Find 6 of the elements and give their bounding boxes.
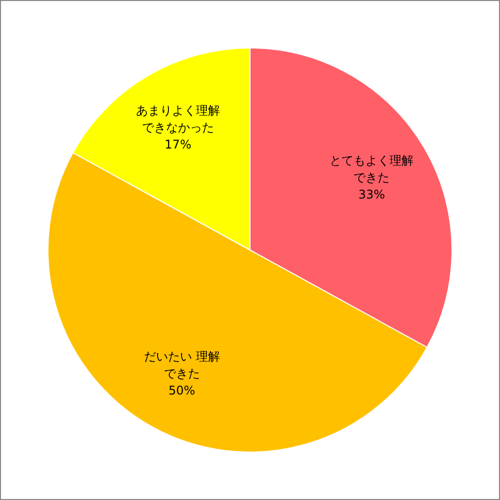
slice-label: とてもよく理解できた [329,152,414,187]
data-label: 33% [357,186,386,204]
slice-label: あまりよく理解できなかった [135,102,221,137]
data-label: 17% [164,136,192,154]
data-label: 50% [168,382,196,400]
slice-label: だいたい 理解できた [142,348,221,382]
